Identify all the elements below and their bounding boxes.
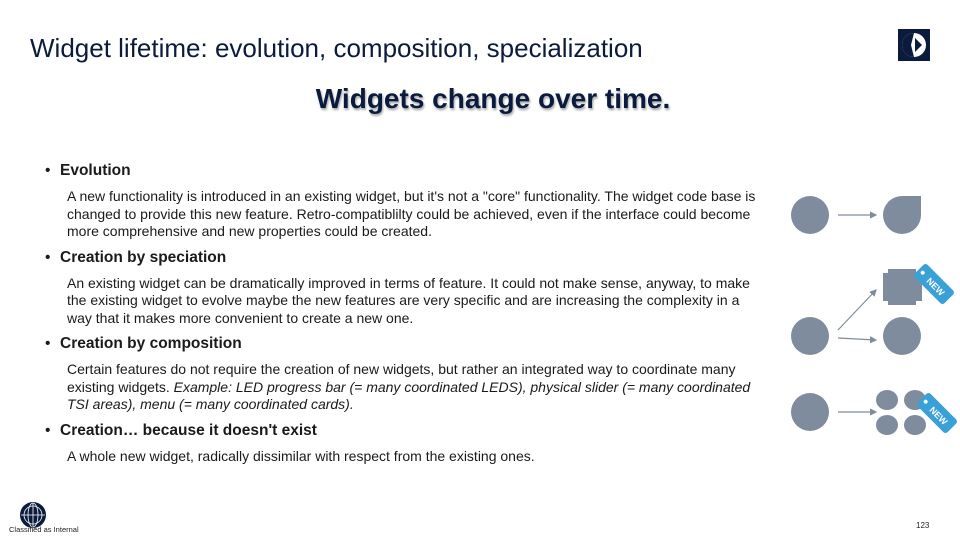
classification-globe-icon (20, 502, 46, 528)
section-evolution: • Evolution A new functionality is introd… (45, 160, 765, 241)
section-speciation: • Creation by speciation An existing widg… (45, 247, 765, 328)
section-body: A whole new widget, radically dissimilar… (67, 447, 535, 464)
slide-subtitle: Widgets change over time. (315, 83, 671, 114)
bullet-list: • Evolution A new functionality is introd… (45, 160, 765, 471)
widget-shape-icon (791, 393, 829, 431)
section-heading: • Evolution (45, 162, 131, 179)
arrow-icon (837, 336, 878, 344)
composed-widget-icon (876, 415, 898, 435)
evolved-widget-icon (883, 196, 921, 234)
page-number: 123 (916, 521, 930, 530)
brand-logo-icon (898, 29, 930, 61)
new-tag-icon: NEW (914, 264, 954, 304)
new-tag-icon: NEW (917, 393, 957, 433)
composed-widget-icon (876, 390, 898, 410)
arrow-icon (837, 289, 877, 331)
section-body: A new functionality is introduced in an … (67, 188, 756, 239)
section-heading: • Creation by speciation (45, 248, 227, 266)
section-new-widget: • Creation… because it doesn't exist A wh… (45, 420, 765, 466)
widget-shape-icon (883, 317, 921, 355)
section-heading: • Creation… because it doesn't exist (45, 421, 317, 439)
widget-shape-icon (791, 196, 829, 234)
section-composition: • Creation by composition Certain feature… (45, 333, 765, 414)
composed-widget-icon (904, 415, 926, 435)
classification-label: Classified as Internal (9, 525, 79, 534)
widget-lifecycle-diagram: NEW NEW (791, 196, 957, 435)
section-heading: • Creation by composition (45, 335, 242, 352)
specialized-widget-icon (883, 269, 922, 305)
slide-title: Widget lifetime: evolution, composition,… (30, 33, 643, 63)
widget-shape-icon (791, 317, 829, 355)
section-body: An existing widget can be dramatically i… (67, 274, 750, 326)
section-body: Certain features do not require the crea… (67, 361, 751, 412)
